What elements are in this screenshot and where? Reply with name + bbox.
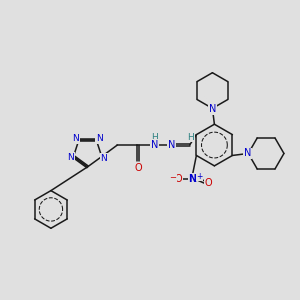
- Text: +: +: [196, 172, 203, 181]
- Text: N: N: [151, 140, 159, 150]
- Text: N: N: [209, 104, 216, 114]
- Text: N: N: [244, 148, 251, 158]
- Text: H: H: [152, 133, 158, 142]
- Text: O: O: [134, 163, 142, 173]
- Text: N: N: [100, 154, 107, 163]
- Text: N: N: [188, 174, 196, 184]
- Text: N: N: [168, 140, 176, 150]
- Text: O: O: [175, 174, 182, 184]
- Text: H: H: [187, 133, 194, 142]
- Text: N: N: [96, 134, 103, 143]
- Text: N: N: [73, 134, 79, 143]
- Text: N: N: [67, 153, 74, 162]
- Text: O: O: [205, 178, 212, 188]
- Text: −: −: [169, 173, 176, 182]
